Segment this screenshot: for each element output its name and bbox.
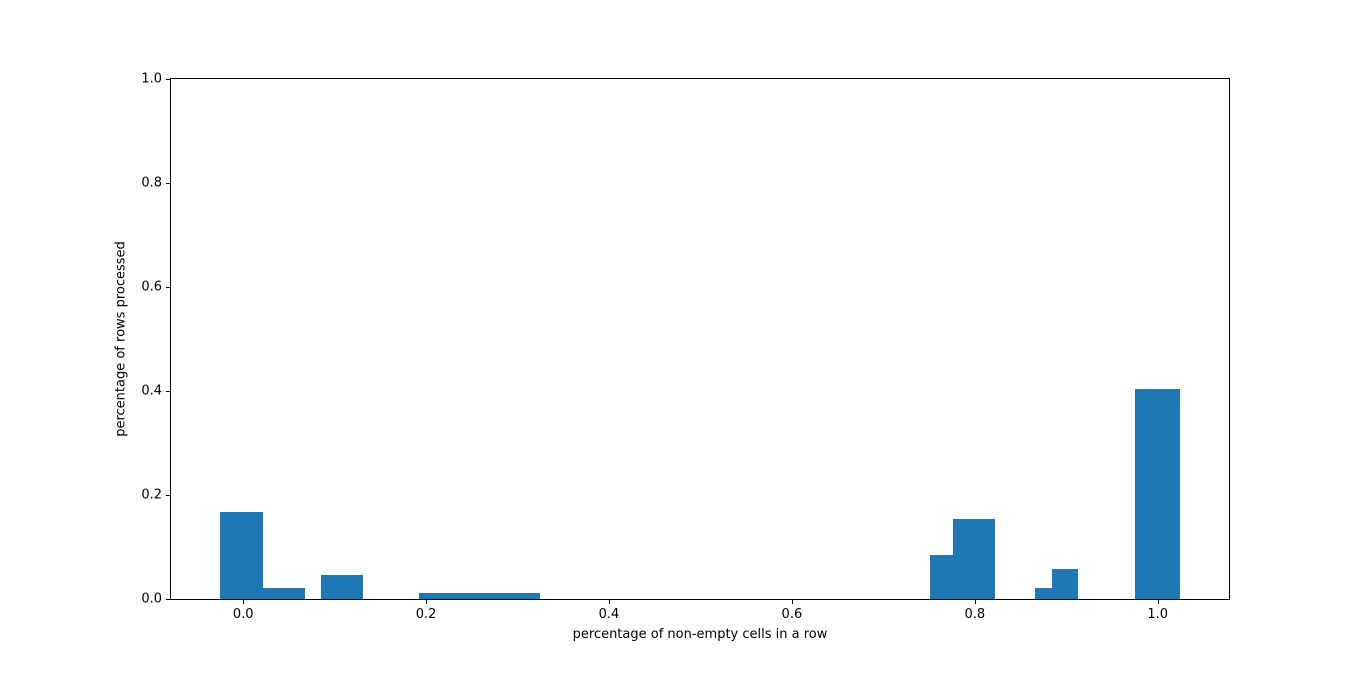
histogram-bar — [418, 592, 541, 599]
x-tick-label: 0.0 — [232, 607, 254, 622]
y-tick-mark — [166, 495, 170, 496]
y-tick-mark — [166, 287, 170, 288]
histogram-bar — [930, 554, 953, 599]
x-tick-mark — [426, 600, 428, 604]
x-tick-mark — [791, 600, 793, 604]
x-tick-mark — [609, 600, 610, 604]
histogram-bar — [952, 518, 995, 599]
x-tick-mark — [243, 600, 245, 604]
x-tick-mark — [974, 600, 976, 604]
y-tick-label: 0.0 — [141, 591, 162, 607]
y-tick-mark — [166, 391, 170, 392]
y-tick-label: 1.0 — [141, 71, 162, 87]
y-tick-label: 0.2 — [141, 487, 162, 503]
x-tick-label: 0.6 — [781, 607, 803, 622]
histogram-bar — [321, 575, 364, 599]
y-tick-label: 0.6 — [141, 279, 162, 295]
y-tick-mark — [166, 79, 170, 80]
histogram-bar — [1134, 388, 1180, 599]
x-axis-label: percentage of non-empty cells in a row — [572, 627, 828, 642]
y-tick-label: 0.4 — [141, 383, 162, 399]
x-tick-label: 0.2 — [415, 607, 437, 622]
histogram-bar — [220, 512, 264, 599]
x-tick-label: 0.8 — [964, 607, 986, 622]
y-tick-label: 0.8 — [141, 175, 162, 191]
y-tick-mark — [166, 599, 170, 600]
histogram-bar — [1035, 588, 1052, 599]
histogram-bar — [1051, 568, 1079, 599]
histogram-bar — [263, 588, 306, 599]
y-tick-mark — [166, 183, 170, 184]
y-axis-label: percentage of rows processed — [113, 241, 129, 437]
x-tick-mark — [1157, 600, 1159, 604]
x-tick-label: 1.0 — [1147, 607, 1169, 622]
plot-area — [170, 78, 1230, 600]
x-tick-label: 0.4 — [598, 607, 620, 622]
